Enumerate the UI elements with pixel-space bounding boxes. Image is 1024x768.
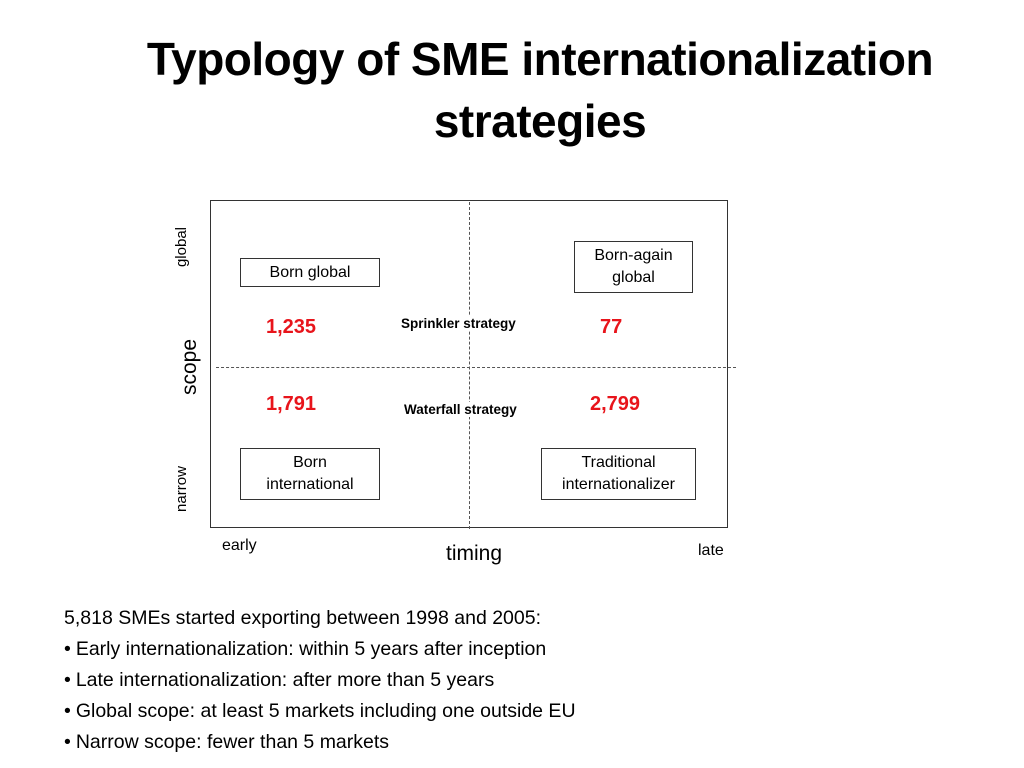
- bullet-dot-icon: •: [64, 731, 71, 753]
- count-born-global: 1,235: [266, 316, 317, 338]
- waterfall-strategy-label: Waterfall strategy: [402, 402, 519, 417]
- horizontal-divider: [216, 367, 736, 368]
- traditional-internationalizer-label-line-1: Traditional: [581, 454, 656, 471]
- y-axis-title: scope: [178, 338, 201, 396]
- slide-title: Typology of SME internationalization str…: [60, 28, 1020, 152]
- note-bullet-text: Global scope: at least 5 markets includi…: [75, 700, 576, 722]
- bullet-dot-icon: •: [64, 700, 71, 722]
- y-axis-bottom-label: narrow: [173, 466, 190, 512]
- title-line-2: strategies: [433, 95, 647, 147]
- notes-text-block: 5,818 SMEs started exporting between 199…: [64, 603, 576, 758]
- quadrant-born-international-box: Born international: [240, 448, 380, 500]
- x-axis-left-label: early: [222, 537, 257, 554]
- count-traditional-internationalizer: 2,799: [590, 393, 641, 415]
- title-line-1: Typology of SME internationalization: [146, 33, 934, 85]
- vertical-divider: [469, 202, 470, 529]
- quadrant-born-again-global-box: Born-again global: [574, 241, 693, 293]
- x-axis-right-label: late: [698, 542, 724, 559]
- quadrant-traditional-internationalizer-box: Traditional internationalizer: [541, 448, 696, 500]
- count-born-again-global: 77: [600, 316, 623, 338]
- born-international-label-line-2: international: [266, 476, 354, 493]
- count-born-international: 1,791: [266, 393, 317, 415]
- note-bullet: • Late internationalization: after more t…: [64, 665, 576, 696]
- quadrant-born-global-box: Born global: [240, 258, 380, 287]
- traditional-internationalizer-label-line-2: internationalizer: [562, 476, 675, 493]
- bullet-dot-icon: •: [64, 669, 71, 691]
- born-global-label: Born global: [269, 263, 351, 281]
- bullet-dot-icon: •: [64, 638, 71, 660]
- note-bullet: • Early internationalization: within 5 ye…: [64, 634, 576, 665]
- sprinkler-strategy-label: Sprinkler strategy: [399, 316, 518, 331]
- note-bullet-text: Late internationalization: after more th…: [75, 669, 495, 691]
- y-axis-top-label: global: [173, 226, 190, 268]
- note-bullet: • Narrow scope: fewer than 5 markets: [64, 727, 576, 758]
- notes-intro: 5,818 SMEs started exporting between 199…: [64, 607, 541, 629]
- note-bullet-text: Early internationalization: within 5 yea…: [75, 638, 547, 660]
- born-again-global-label-line-2: global: [612, 269, 655, 286]
- note-bullet: • Global scope: at least 5 markets includ…: [64, 696, 576, 727]
- born-international-label-line-1: Born: [293, 454, 327, 471]
- born-again-global-label-line-1: Born-again: [594, 247, 673, 264]
- note-bullet-text: Narrow scope: fewer than 5 markets: [75, 731, 390, 753]
- x-axis-title: timing: [446, 542, 503, 565]
